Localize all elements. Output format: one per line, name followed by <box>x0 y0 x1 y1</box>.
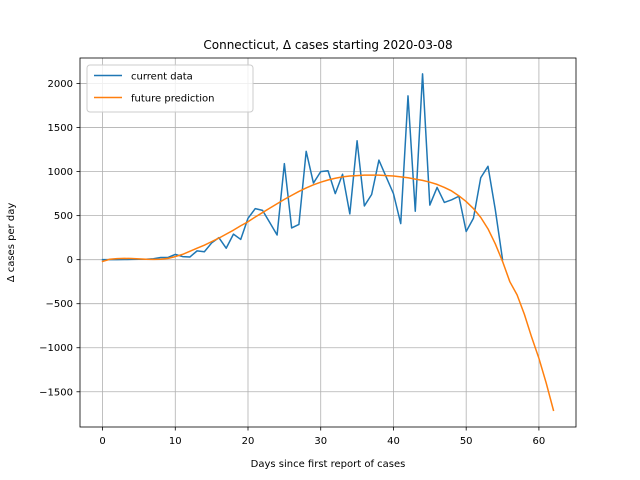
series-line-current-data <box>101 73 504 261</box>
chart-title: Connecticut, Δ cases starting 2020-03-08 <box>203 38 452 52</box>
y-axis-label: Δ cases per day <box>6 203 17 283</box>
grid-layer <box>80 58 576 427</box>
y-tick-label: 2000 <box>48 79 73 90</box>
y-tick-label: −1500 <box>39 387 73 398</box>
legend-box <box>86 64 254 113</box>
x-tick-label: 60 <box>533 436 546 447</box>
x-tick-label: 20 <box>242 436 255 447</box>
series-layer <box>101 73 555 412</box>
y-tick-label: 1500 <box>48 123 73 134</box>
series-line-future-prediction <box>101 174 555 412</box>
x-tick-label: 30 <box>314 436 327 447</box>
x-tick-label: 10 <box>169 436 182 447</box>
plot-frame <box>79 57 577 428</box>
x-tick-label: 40 <box>387 436 400 447</box>
legend-label-future-prediction: future prediction <box>131 94 215 105</box>
y-tick-label: 500 <box>54 211 73 222</box>
y-tick-label: 0 <box>67 255 73 266</box>
legend: current data future prediction <box>86 64 254 113</box>
y-tick-label: −500 <box>46 299 73 310</box>
x-axis-label: Days since first report of cases <box>251 459 406 470</box>
tick-layer: 0 10 20 30 40 50 60 −1500 −1000 −500 0 500 1000 1500 2… <box>39 79 545 447</box>
y-tick-label: −1000 <box>39 343 73 354</box>
y-tick-label: 1000 <box>48 167 73 178</box>
x-tick-label: 0 <box>99 436 105 447</box>
legend-label-current-data: current data <box>131 72 193 83</box>
x-tick-label: 50 <box>460 436 473 447</box>
